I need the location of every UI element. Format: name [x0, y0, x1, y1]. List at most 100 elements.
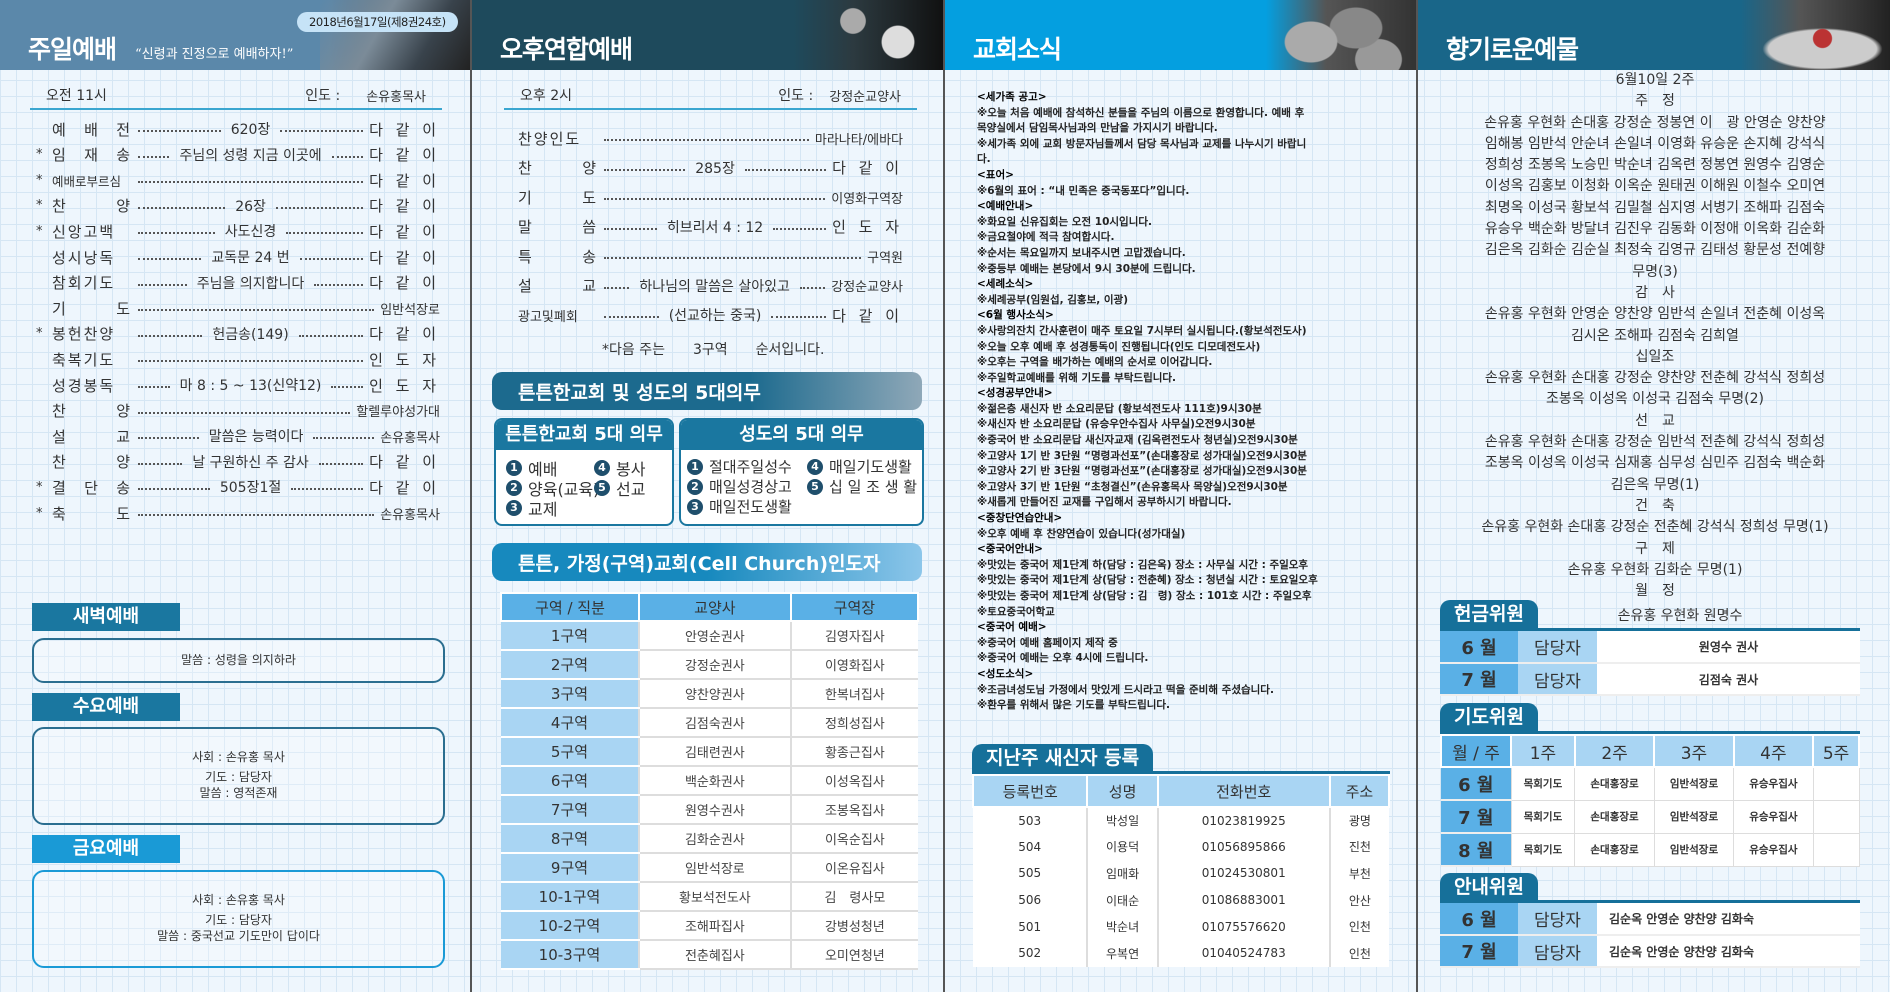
table-cell: 백순화권사 — [638, 766, 791, 796]
column-header: 주소 — [1328, 774, 1391, 808]
duty-label: 교제 — [528, 500, 558, 519]
table-cell: 5구역 — [501, 737, 639, 767]
news-item: ※맛있는 중국어 제1단계 상(담당 : 전춘혜) 장소 : 청년실 시간 : … — [977, 574, 1318, 587]
news-item: ※오늘 처음 예배에 참석하신 분들을 주님의 이름으로 환영합니다. 예배 후 — [977, 106, 1305, 119]
news-item: 다. — [977, 153, 991, 166]
next-prefix: *다음 주는 — [602, 342, 665, 358]
order-performer: 손유홍목사 — [380, 430, 440, 446]
order-item: 620장 — [230, 122, 271, 138]
news-item: ※고양사 3기 반 1단원 “초청결신”(손유홍목사 목양실)오전9시30분 — [977, 480, 1288, 493]
dotted-leader — [138, 283, 187, 286]
offering-committee-tab: 헌금위원 — [1440, 600, 1538, 628]
news-item: ※세가족 외에 교회 방문자님들께서 담당 목사님과 교제를 나누시기 바랍니 — [977, 137, 1307, 150]
offering-names-line: 손유홍 우현화 안영순 양찬양 임반석 손일녀 전춘혜 이성옥 — [1484, 306, 1826, 323]
dotted-leader — [138, 181, 364, 184]
duty-label: 매일성경상고 — [709, 478, 792, 496]
order-row: 기 도 임반석장로 — [36, 297, 440, 319]
table-cell: 김점숙권사 — [638, 708, 791, 738]
order-label: 축복기도 — [52, 350, 116, 369]
number-1-icon: 1 — [506, 460, 522, 476]
duty-label: 십 일 조 생 활 — [829, 478, 918, 496]
table-row: 8구역 김화순권사 이옥순집사 — [501, 824, 918, 854]
order-row: * 축 도 손유홍목사 — [36, 502, 440, 524]
prayer-committee-tab: 기도위원 — [1440, 703, 1538, 731]
table-cell: 임반석장로 — [1653, 799, 1735, 834]
order-performer: 손유홍목사 — [380, 507, 440, 523]
divider — [1440, 731, 1860, 734]
order-performer: 인 도 자 — [369, 376, 440, 395]
required-mark: * — [36, 505, 43, 521]
table-cell: 유승우집사 — [1733, 799, 1814, 834]
table-cell: 조봉옥집사 — [789, 795, 918, 825]
order-row: 축복기도 인 도 자 — [36, 348, 440, 370]
table-cell: 안영순권사 — [638, 621, 791, 651]
order-label: 기 도 — [518, 188, 598, 207]
offering-names-line: 6월10일 2주 — [1615, 72, 1695, 88]
table-row: 7구역 원영수권사 조봉옥집사 — [501, 795, 918, 825]
dotted-leader — [604, 168, 686, 171]
table-cell: 2구역 — [501, 650, 639, 680]
table-cell: 503 — [973, 807, 1088, 834]
table-row: 10-1구역 황보석전도사 김 령사모 — [501, 882, 918, 912]
table-cell: 한복녀집사 — [789, 679, 918, 709]
table-header-row: 월 / 주 1주 2주 3주 4주 5주 — [1440, 734, 1860, 768]
table-cell: 우복연 — [1086, 939, 1158, 967]
order-row: 성시낭독 교독문 24 번 다 같 이 — [36, 246, 440, 268]
offering-names-line: 조봉옥 이성옥 이성국 김점숙 무명(2) — [1546, 391, 1764, 408]
number-2-icon: 2 — [506, 480, 522, 496]
order-performer: 다 같 이 — [369, 453, 441, 472]
number-2-icon: 2 — [687, 478, 703, 495]
page-title: 향기로운예물 — [1446, 35, 1579, 64]
order-performer: 다 같 이 — [369, 120, 441, 139]
order-item: 505장1절 — [219, 480, 282, 497]
service-info: 오후 2시 인도 : 강정순교양사 — [504, 80, 917, 110]
news-heading: <표어> — [977, 168, 1014, 181]
usher-committee-tab: 안내위원 — [1440, 873, 1538, 901]
news-item: ※토요중국어학교 — [977, 605, 1055, 618]
table-cell: 광명 — [1328, 807, 1389, 834]
column-header: 5주 — [1812, 734, 1860, 768]
order-item: 말씀은 능력이다 — [208, 429, 304, 446]
dawn-service-box: 말씀 : 성령을 의지하라 — [32, 638, 445, 683]
news-item: ※오늘 오후 예배 후 성경통독이 진행됩니다(인도 디모데전도사) — [977, 340, 1261, 353]
order-performer: 인 도 자 — [832, 218, 903, 236]
dotted-leader — [604, 316, 659, 318]
table-cell: 박성일 — [1086, 807, 1158, 834]
order-label: 광고및폐회 — [518, 309, 578, 325]
afternoon-service-panel: 오후연합예배 오후 2시 인도 : 강정순교양사 찬양인도 마라나타/에바다 찬 양… — [472, 0, 945, 992]
news-heading: <세례소식> — [977, 278, 1034, 291]
table-cell: 김순옥 안영순 양찬양 김화숙 — [1597, 903, 1860, 936]
dotted-leader — [138, 309, 375, 312]
order-performer: 인 도 자 — [369, 350, 440, 369]
order-label: 임 재 송 — [52, 146, 132, 165]
order-row: 찬 양 할렐루야성가대 — [36, 400, 440, 422]
duty-item: 4 봉사 — [594, 456, 645, 480]
table-cell: 9구역 — [501, 853, 639, 883]
sunday-header: 주일예배 “신령과 진정으로 예배하자!” 2018년6월17일(제8권24호) — [0, 0, 470, 70]
order-row: 설 교 하나님의 말씀은 살아있고 강정순교양사 — [518, 274, 903, 298]
dotted-leader — [331, 386, 364, 388]
column-header: 교양사 — [638, 592, 792, 622]
table-cell: 김영자집사 — [789, 621, 918, 651]
table-row: 503 박성일 01023819925 광명 — [973, 807, 1389, 834]
offering-names-line: 손유홍 우현화 원명수 — [1617, 608, 1743, 625]
table-cell: 김점숙 권사 — [1597, 663, 1860, 696]
duty-label: 봉사 — [616, 460, 646, 479]
table-row: 3구역 양찬양권사 한복녀집사 — [501, 679, 918, 709]
wednesday-service-box: 사회 : 손유홍 목사 기도 : 담당자 말씀 : 영적존재 — [32, 727, 445, 825]
news-item: ※중등부 예배는 본당에서 9시 30분에 드립니다. — [977, 262, 1196, 275]
table-cell: 6 월 — [1441, 767, 1511, 801]
order-label: 예배로부르심 — [52, 173, 122, 189]
service-detail: 사회 : 손유홍 목사 — [192, 893, 285, 907]
order-label: 축 도 — [52, 504, 132, 523]
duty-item: 2 매일성경상고 — [687, 476, 792, 497]
column-header: 1주 — [1510, 734, 1576, 768]
dotted-leader — [138, 232, 215, 235]
offering-committee-table: 6 월 담당자 원영수 권사 7 월 담당자 김점숙 권사 — [1440, 631, 1860, 696]
dotted-leader — [138, 488, 210, 491]
service-info: 오전 11시 인도 : 손유홍목사 — [30, 80, 442, 110]
table-cell: 황종근집사 — [789, 737, 918, 767]
offering-names-line: 유승우 백순화 방달녀 김진우 김동화 이정애 이옥화 김순화 — [1484, 221, 1826, 238]
order-item: 주님의 성령 지금 이곳에 — [179, 147, 322, 164]
cell-church-banner-title: 튼튼, 가정(구역)교회(Cell Church)인도자 — [518, 552, 881, 575]
